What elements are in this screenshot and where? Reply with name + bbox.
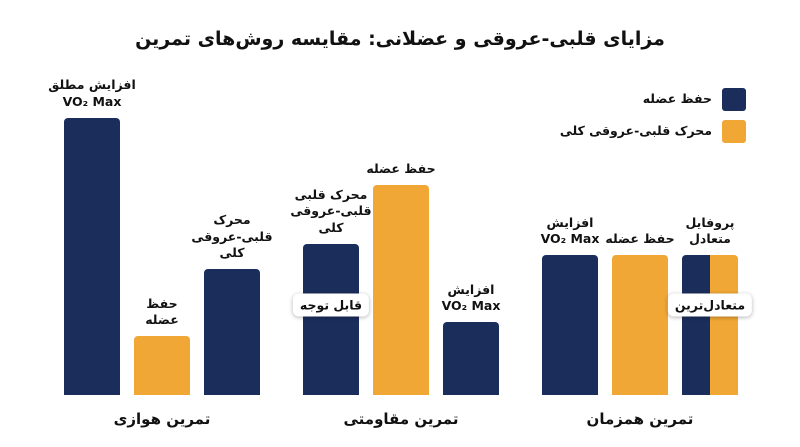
bar-label-line: حفظ عضله — [366, 160, 436, 176]
bar-label-line: VO₂ Max — [62, 93, 122, 109]
badge: متعادل‌ترین — [667, 293, 753, 317]
legend-label: حفظ عضله — [642, 91, 712, 106]
bar-label-line: کلی — [219, 244, 245, 260]
bar-label-line: محرک — [213, 212, 251, 228]
chart-title: مزایای قلبی-عروقی و عضلانی: مقایسه روش‌ه… — [135, 28, 665, 50]
bar — [204, 269, 260, 395]
legend-label: محرک قلبی-عروقی کلی — [559, 123, 712, 138]
group-label: تمرین هوازی — [113, 410, 211, 428]
bar-label: محرک قلبی-عروقی کلی — [172, 212, 292, 261]
bar-label: حفظ عضله — [341, 161, 461, 177]
bar-label: پروفایل متعادل — [650, 215, 770, 248]
bar-label: افزایش VO₂ Max — [510, 215, 630, 248]
bar-label-line: حفظ عضله — [605, 230, 675, 246]
bar-label-line: پروفایل — [685, 214, 735, 230]
bar — [373, 185, 429, 395]
bar-label-line: کلی — [318, 219, 344, 235]
bar-label: افزایش VO₂ Max — [411, 282, 531, 315]
bar-segment — [710, 255, 738, 395]
bar — [612, 255, 668, 395]
bar-label: حفظ عضله — [102, 296, 222, 329]
bar-label-line: قلبی-عروقی — [191, 228, 273, 244]
bar-label-line: حفظ — [146, 295, 178, 311]
bar-label-line: محرک قلبی — [294, 187, 368, 203]
badge: قابل توجه — [292, 293, 370, 317]
legend-swatch — [722, 88, 746, 111]
group-label: تمرین همزمان — [586, 410, 694, 428]
bar-label: محرک قلبی قلبی-عروقی کلی — [271, 187, 391, 236]
bar-label-line: VO₂ Max — [441, 297, 501, 313]
bar-label-line: افزایش — [546, 214, 594, 230]
bar-segment — [682, 255, 710, 395]
bar — [443, 322, 499, 395]
bar-label-line: افزایش مطلق — [48, 77, 136, 93]
bar-label: حفظ عضله — [580, 231, 700, 247]
group-label: تمرین مقاومتی — [343, 410, 459, 428]
legend-swatch — [722, 120, 746, 143]
bar-label-line: VO₂ Max — [540, 230, 600, 246]
bar — [134, 336, 190, 395]
bar — [64, 117, 120, 395]
bar — [542, 255, 598, 395]
bar-label-line: قلبی-عروقی — [290, 203, 372, 219]
bar-label-line: عضله — [145, 311, 179, 327]
bar-label: افزایش مطلق VO₂ Max — [32, 77, 152, 110]
bar-label-line: افزایش — [447, 281, 495, 297]
bar-label-line: متعادل — [689, 230, 731, 246]
bar — [303, 243, 359, 395]
